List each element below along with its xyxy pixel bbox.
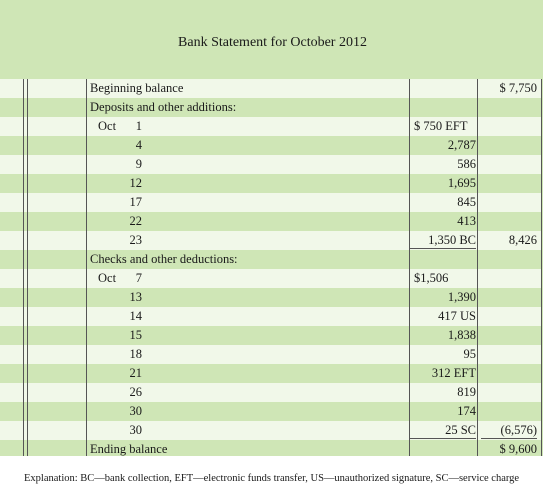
row-label: Checks and other deductions: <box>90 252 238 266</box>
statement-row: Oct 1 $ 750 EFT <box>0 117 541 136</box>
statement-row: Oct 7 $1,506 <box>0 269 541 288</box>
grid-line <box>477 79 478 459</box>
statement-row: Ending balance $ 9,600 <box>0 440 541 459</box>
row-total: $ 7,750 <box>499 81 538 95</box>
row-amount: 1,350 BC <box>428 233 476 247</box>
statement-row: 30 25 SC (6,576) <box>0 421 541 440</box>
grid-line <box>86 79 87 459</box>
row-day: 13 <box>129 290 143 304</box>
statement-row: 23 1,350 BC 8,426 <box>0 231 541 250</box>
statement-row: Checks and other deductions: <box>0 250 541 269</box>
row-amount: $1,506 <box>414 271 449 285</box>
row-total: $ 9,600 <box>499 442 538 456</box>
row-total: (6,576) <box>500 423 537 437</box>
row-amount: 25 SC <box>445 423 476 437</box>
subtotal-rule <box>410 248 476 249</box>
row-day: 30 <box>129 404 143 418</box>
grid-line <box>27 79 28 459</box>
row-day: 14 <box>129 309 143 323</box>
statement-row: 12 1,695 <box>0 174 541 193</box>
row-amount: $ 750 EFT <box>414 119 468 133</box>
row-amount: 95 <box>463 347 477 361</box>
row-amount: 845 <box>457 195 476 209</box>
row-day: 15 <box>129 328 143 342</box>
row-label: Ending balance <box>90 442 168 456</box>
row-day: 17 <box>129 195 143 209</box>
row-month: Oct <box>98 119 117 133</box>
row-amount: 174 <box>457 404 476 418</box>
row-label: Deposits and other additions: <box>90 100 237 114</box>
row-day: 22 <box>129 214 143 228</box>
row-label: Beginning balance <box>90 81 184 95</box>
statement-row: 22 413 <box>0 212 541 231</box>
row-day: 30 <box>129 423 143 437</box>
row-day: 23 <box>129 233 143 247</box>
row-amount: 1,390 <box>447 290 476 304</box>
row-day: 12 <box>129 176 143 190</box>
statement-row: 4 2,787 <box>0 136 541 155</box>
row-total: 8,426 <box>508 233 537 247</box>
row-amount: 413 <box>457 214 476 228</box>
row-amount: 2,787 <box>447 138 476 152</box>
row-day: 18 <box>129 347 143 361</box>
statement-row: 26 819 <box>0 383 541 402</box>
total-rule <box>481 438 537 439</box>
row-day: 26 <box>129 385 143 399</box>
explanation-note: Explanation: BC—bank collection, EFT—ele… <box>24 473 520 484</box>
footer: Explanation: BC—bank collection, EFT—ele… <box>0 456 545 485</box>
row-amount: 312 EFT <box>431 366 476 380</box>
grid-line <box>23 79 24 459</box>
row-day: 21 <box>129 366 143 380</box>
row-day: 7 <box>135 271 142 285</box>
statement-row: 21 312 EFT <box>0 364 541 383</box>
row-amount: 1,695 <box>447 176 476 190</box>
statement-row: 17 845 <box>0 193 541 212</box>
statement-row: 15 1,838 <box>0 326 541 345</box>
row-day: 1 <box>135 119 142 133</box>
statement-row: 14 417 US <box>0 307 541 326</box>
grid-line <box>541 79 542 459</box>
row-amount: 1,838 <box>447 328 476 342</box>
row-day: 9 <box>135 157 142 171</box>
grid-line <box>409 79 410 459</box>
statement-row: 18 95 <box>0 345 541 364</box>
row-day: 4 <box>135 138 142 152</box>
row-amount: 819 <box>457 385 476 399</box>
statement-row: 13 1,390 <box>0 288 541 307</box>
statement-title: Bank Statement for October 2012 <box>178 35 367 50</box>
statement-row: 9 586 <box>0 155 541 174</box>
statement-row: Beginning balance $ 7,750 <box>0 79 541 98</box>
row-month: Oct <box>98 271 117 285</box>
subtotal-rule <box>410 438 476 439</box>
statement-row: 30 174 <box>0 402 541 421</box>
statement-row: Deposits and other additions: <box>0 98 541 117</box>
row-amount: 417 US <box>438 309 476 323</box>
row-amount: 586 <box>457 157 476 171</box>
bank-statement: Bank Statement for October 2012 Beginnin… <box>0 0 545 459</box>
